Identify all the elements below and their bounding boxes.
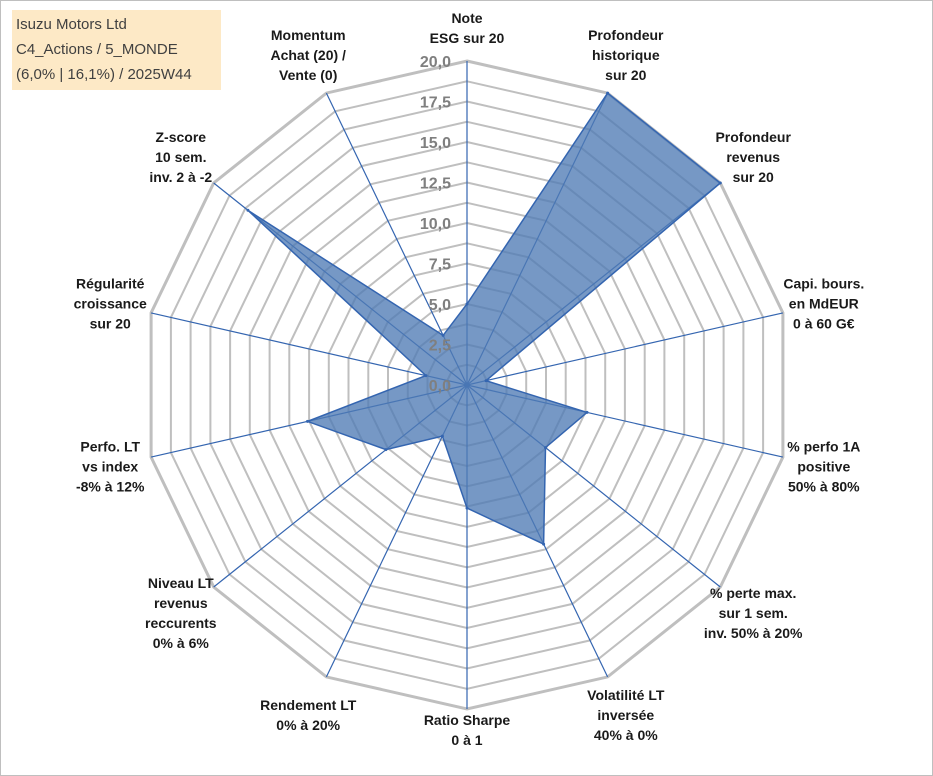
data-point — [440, 434, 444, 438]
data-point — [606, 91, 610, 95]
data-point — [465, 506, 469, 510]
tick-label: 20,0 — [420, 54, 451, 71]
company-name: Isuzu Motors Ltd — [16, 16, 127, 33]
data-point — [246, 208, 250, 212]
axis-label: Volatilité LT inversée 40% à 0% — [587, 687, 665, 743]
radar-axis-labels: Note ESG sur 20 Profondeur historique sur 20… — [74, 10, 865, 748]
axis-label: Ratio Sharpe 0 à 1 — [424, 712, 511, 748]
data-point — [424, 374, 428, 378]
tick-label: 2,5 — [429, 338, 451, 355]
data-point — [465, 302, 469, 306]
axis-label: Régularité croissance sur 20 — [74, 276, 147, 332]
tick-label: 0,0 — [429, 378, 451, 395]
data-point — [544, 446, 547, 450]
data-point — [542, 542, 546, 546]
radar-series — [246, 91, 722, 546]
tick-label: 17,5 — [420, 95, 451, 112]
axis-label: Niveau LT revenus reccurents 0% à 6% — [145, 575, 217, 651]
axis-label: Note ESG sur 20 — [430, 10, 505, 46]
data-point — [585, 410, 589, 414]
tick-label: 7,5 — [429, 257, 451, 274]
axis-label: Momentum Achat (20) / Vente (0) — [270, 27, 346, 83]
data-point — [306, 419, 309, 423]
info-box: Isuzu Motors Ltd C4_Actions / 5_MONDE (6… — [12, 10, 221, 90]
axis-label: Perfo. LT vs index -8% à 12% — [76, 438, 145, 494]
data-point — [384, 448, 388, 452]
series-area — [247, 92, 722, 546]
axis-label: Z-score 10 sem. inv. 2 à -2 — [149, 129, 212, 185]
axis-label: Rendement LT 0% à 20% — [260, 697, 357, 733]
radar-tick-labels: 0,0 2,5 5,0 7,5 10,0 12,5 15,0 17,5 20,0 — [420, 54, 451, 395]
axis-label: Profondeur historique sur 20 — [588, 27, 664, 83]
axis-label: % perte max. sur 1 sem. inv. 50% à 20% — [704, 585, 803, 641]
tick-label: 5,0 — [429, 297, 451, 314]
axis-spoke — [150, 312, 468, 386]
axis-spoke — [466, 312, 784, 386]
tick-label: 15,0 — [420, 135, 451, 152]
data-point — [484, 379, 488, 383]
data-point — [718, 181, 722, 185]
axis-label: Profondeur revenus sur 20 — [715, 129, 791, 185]
axis-label: Capi. bours. en MdEUR 0 à 60 G€ — [783, 276, 864, 332]
tick-label: 12,5 — [420, 176, 451, 193]
tick-label: 10,0 — [420, 216, 451, 233]
axis-label: % perfo 1A positive 50% à 80% — [787, 438, 860, 494]
data-point — [441, 333, 445, 337]
score-period: (6,0% | 16,1%) / 2025W44 — [16, 66, 192, 83]
portfolio-category: C4_Actions / 5_MONDE — [16, 41, 178, 58]
